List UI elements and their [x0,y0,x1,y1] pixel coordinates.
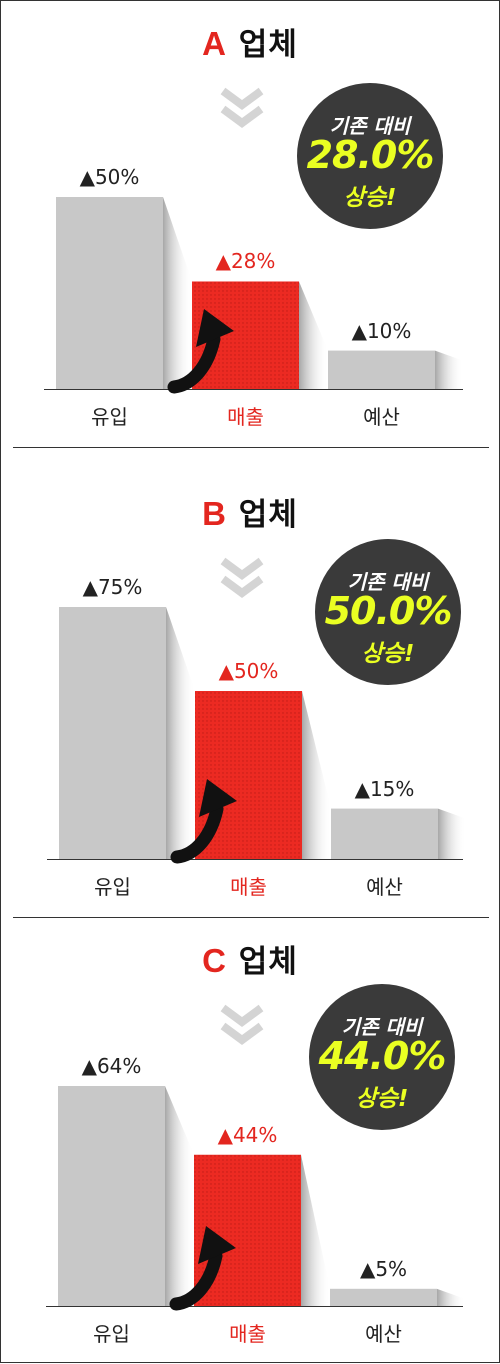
panel-b: B 업체 기존 대비 50.0% 상승! 유입 ▲75% 매출 ▲50% 예산 ▲15% [1,471,499,917]
section-divider [13,917,489,918]
title-letter: C [202,942,227,979]
bar [330,1288,437,1306]
badge-caption: 기존 대비 [341,1015,423,1039]
title-suffix: 업체 [238,497,298,533]
increase-badge: 기존 대비 28.0% 상승! [297,83,443,229]
badge-percent: 28.0% [306,133,435,177]
up-arrow-icon [169,1226,236,1311]
category-label: 예산 [363,405,400,429]
category-label: 예산 [365,1322,402,1346]
category-label: 매출 [227,405,264,429]
section-divider [13,447,489,448]
category-label: 유입 [93,1322,130,1346]
badge-percent: 50.0% [324,589,453,633]
bar-chart-b [47,607,466,864]
bar [58,1086,165,1306]
bar [328,350,435,389]
value-label: ▲5% [359,1256,408,1281]
bar-shadow [435,350,463,389]
chevron-down-icon [220,87,264,128]
bar [56,197,163,389]
panel-title: C 업체 [1,936,499,981]
panel-c: C 업체 기존 대비 44.0% 상승! 유입 ▲64% 매출 ▲44% 예산 ▲5% [1,918,499,1364]
bar-chart-a [44,197,463,394]
title-letter: A [202,25,227,62]
badge-caption: 기존 대비 [347,570,429,594]
bar-shadow [163,197,192,389]
bar-shadow [165,1086,194,1306]
value-label: ▲64% [81,1054,142,1078]
panel-a: A 업체 기존 대비 28.0% 상승! 유입 ▲50% 매출 ▲28% 예산 ▲10% [1,1,499,447]
category-label: 매출 [229,1322,266,1346]
bar-shadow [299,281,328,389]
badge-percent: 44.0% [318,1034,447,1078]
up-arrow-icon [170,779,237,864]
category-label: 매출 [230,875,267,899]
value-label: ▲28% [215,249,276,274]
title-suffix: 업체 [238,27,298,63]
category-label: 예산 [366,875,403,899]
bar-shadow [437,1288,465,1306]
increase-badge: 기존 대비 44.0% 상승! [309,984,455,1130]
value-label: ▲75% [82,575,143,599]
value-label: ▲44% [217,1122,278,1147]
value-label: ▲15% [354,776,415,801]
bar-shadow [438,808,466,859]
chevron-down-icon [220,1004,264,1045]
title-letter: B [202,495,227,532]
value-label: ▲50% [79,165,140,189]
up-arrow-icon [167,309,234,394]
bar-shadow [301,1154,330,1306]
value-label: ▲50% [218,659,279,683]
bar-shadow [166,607,195,859]
panel-title: B 업체 [1,489,499,534]
bar-shadow [302,691,331,859]
badge-rise: 상승! [343,185,397,211]
badge-rise: 상승! [355,1086,409,1112]
bar [331,808,438,859]
chevron-down-icon [220,557,264,598]
value-label: ▲10% [351,318,412,343]
bar [59,607,166,859]
badge-rise: 상승! [361,641,415,667]
category-label: 유입 [94,875,131,899]
title-suffix: 업체 [238,944,298,980]
panel-title: A 업체 [1,19,499,64]
bar-chart-c [46,1086,465,1311]
badge-caption: 기존 대비 [329,114,411,138]
increase-badge: 기존 대비 50.0% 상승! [315,539,461,685]
category-label: 유입 [91,405,128,429]
